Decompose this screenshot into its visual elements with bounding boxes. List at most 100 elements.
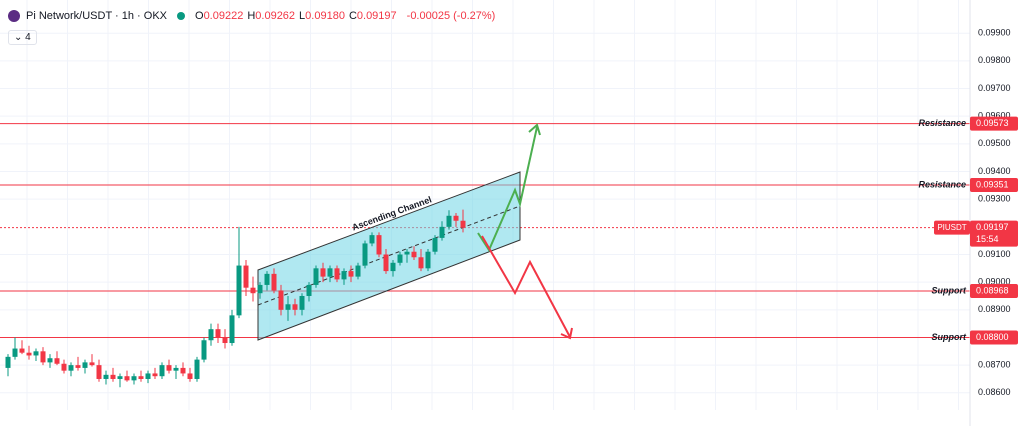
candle-body [264,273,270,285]
candle-body [117,376,123,379]
candle-body [257,284,263,294]
candle-body [306,284,312,296]
candle-body [89,362,95,366]
level-name: Resistance [918,118,966,128]
candle-body [453,215,459,221]
y-tick-label: 0.09900 [978,28,1011,38]
level-label: 0.08968 [976,285,1009,295]
candle-body [390,262,396,272]
candle-body [40,351,46,363]
candle-body [82,362,88,368]
candle-body [75,365,81,368]
level-name: Support [932,332,967,342]
candle-body [236,265,242,316]
indicator-toggle[interactable]: ⌄ 4 [8,30,37,45]
readout-value: 0.09180 [305,10,345,22]
symbol-title: Pi Network/USDT · 1h · OKX [26,10,167,22]
readout-key: C [348,10,357,22]
y-tick-label: 0.08700 [978,360,1011,370]
candle-body [355,265,361,277]
candle-body [250,287,256,294]
y-tick-label: 0.09000 [978,277,1011,287]
change: -0.00025 (-0.27%) [406,10,496,22]
candle-body [460,220,466,228]
candle-body [369,235,375,244]
level-label-box [970,116,1018,131]
level-name: Resistance [918,179,966,189]
candle-body [103,374,109,379]
candle-body [362,243,368,266]
price-axis: 0.09900 0.09800 0.09700 0.09600 0.09500 0.094… [918,28,1018,397]
candle-body [187,373,193,379]
y-tick-label: 0.09600 [978,111,1011,121]
symbol-label: PIUSDT [937,223,966,232]
candle-body [229,315,235,344]
candle-body [215,329,221,338]
candle-body [397,254,403,263]
header: Pi Network/USDT · 1h · OKX O0.09222 H0.09… [8,10,499,22]
candle-body [292,304,298,310]
price-box [970,220,1018,247]
status-dot [177,12,185,20]
bear-arrowhead [560,327,573,340]
y-tick-label: 0.09100 [978,249,1011,259]
candle-body [327,268,333,277]
level-label: 0.08800 [976,332,1009,342]
candle-body [299,295,305,310]
candle-body [26,352,32,356]
candle-body [54,358,60,364]
symbol-box [934,220,970,235]
candle-body [145,373,151,379]
candle-body [33,351,39,356]
level-label: 0.09351 [976,179,1009,189]
candle-body [61,363,67,371]
readout-key: H [247,10,256,22]
level-label-box [970,330,1018,345]
candle-body [166,365,172,371]
candle-body [334,268,340,280]
level-label-box [970,284,1018,299]
level-label: 0.09573 [976,118,1009,128]
candle-body [194,359,200,379]
candle-body [418,257,424,269]
readout-value: 0.09197 [356,10,397,22]
bull-path [477,126,538,253]
candle-body [383,254,389,272]
y-tick-label: 0.09800 [978,55,1011,65]
candle-body [5,356,11,368]
candle-body [68,365,74,371]
candles [5,209,466,388]
y-tick-label: 0.09700 [978,83,1011,93]
candle-body [404,251,410,255]
y-tick-label: 0.09300 [978,194,1011,204]
channel [257,171,521,341]
candle-body [180,367,186,374]
y-tick-label: 0.09400 [978,166,1011,176]
candle-body [173,367,179,371]
candle-body [47,358,53,363]
candle-body [201,340,207,360]
candle-body [376,235,382,255]
bull-arrowhead [528,123,541,136]
candle-body [313,268,319,285]
indicator-count: 4 [25,32,31,43]
level-label-box [970,178,1018,193]
candle-body [341,271,347,280]
ohlc-readout: O0.09222 H0.09262 L0.09180 C0.09197 [195,10,401,22]
level-name: Support [932,285,967,295]
bear-path [481,235,571,338]
candle-body [439,226,445,238]
candle-body [138,376,144,379]
candle-body [131,376,137,381]
channel-midline [257,205,521,306]
candle-body [222,337,228,344]
candle-body [411,251,417,258]
readout-key: O [195,10,204,22]
readout-key: L [299,10,306,22]
candle-body [285,304,291,310]
candle-body [124,376,130,381]
candle-body [348,271,354,277]
candle-body [278,290,284,310]
candle-body [271,273,277,291]
